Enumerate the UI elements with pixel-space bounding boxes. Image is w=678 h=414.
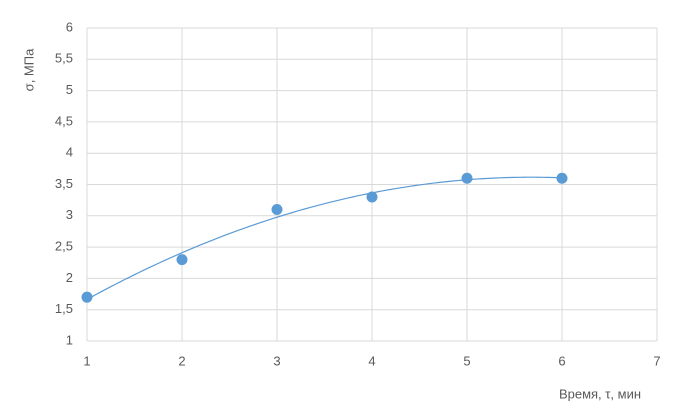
x-tick-label: 1 [83,353,90,368]
y-tick-label: 6 [66,19,73,34]
y-tick-label: 5,5 [55,51,73,66]
y-tick-label: 3,5 [55,176,73,191]
x-tick-label: 7 [653,353,660,368]
point [271,204,283,216]
x-axis-label: Время, τ, мин [559,386,641,401]
y-tick-label: 4,5 [55,113,73,128]
x-tick-label: 6 [558,353,565,368]
trendline [86,176,563,300]
y-tick-label: 5 [66,82,73,97]
y-tick-label: 1,5 [55,301,73,316]
y-tick-label: 2,5 [55,239,73,254]
x-tick-label: 2 [178,353,185,368]
y-tick-label: 1 [66,332,73,347]
x-tick-label: 5 [463,353,470,368]
x-tick-label: 4 [368,353,375,368]
point [81,291,93,303]
y-tick-label: 2 [66,270,73,285]
y-axis-label: σ, МПа [21,48,36,91]
point [176,254,188,266]
point [366,191,378,203]
point [461,172,473,184]
y-tick-label: 4 [66,145,73,160]
x-tick-label: 3 [273,353,280,368]
y-tick-label: 3 [66,207,73,222]
point [556,172,568,184]
